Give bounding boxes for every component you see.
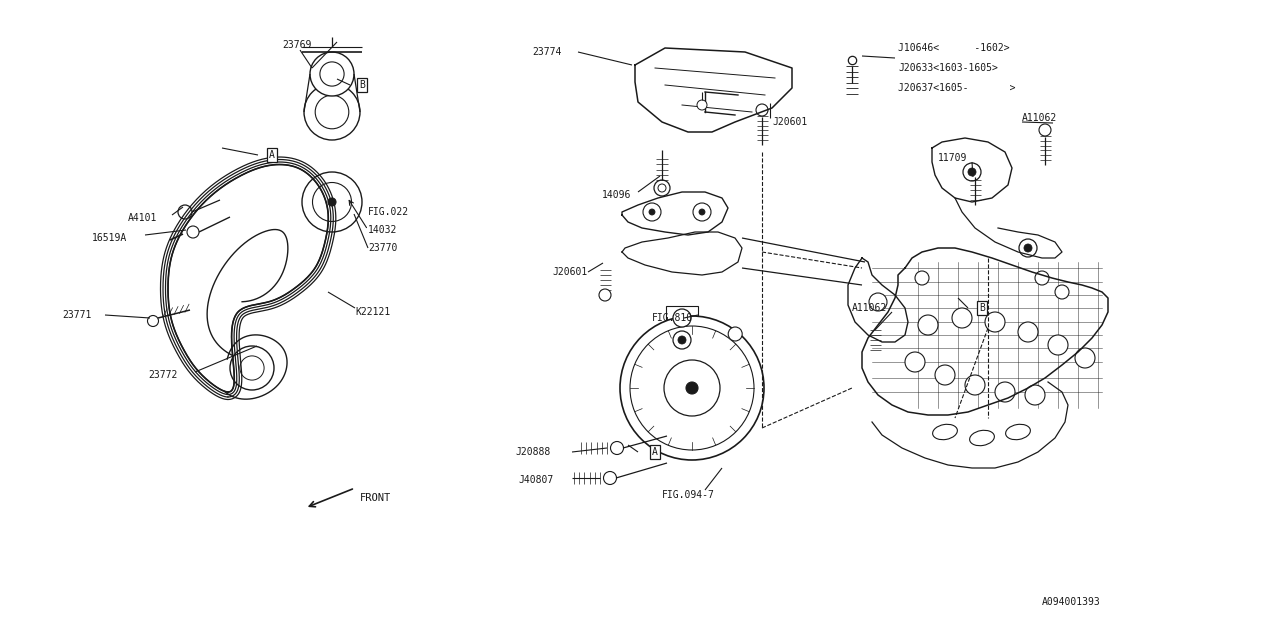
Text: A: A <box>652 447 658 457</box>
Circle shape <box>965 375 986 395</box>
Circle shape <box>1075 348 1094 368</box>
Circle shape <box>728 327 742 341</box>
Text: 23771: 23771 <box>61 310 91 320</box>
Circle shape <box>178 205 192 219</box>
Circle shape <box>328 198 337 206</box>
Text: FIG.094-7: FIG.094-7 <box>662 490 714 500</box>
Text: J20888: J20888 <box>515 447 550 457</box>
Circle shape <box>620 316 764 460</box>
Circle shape <box>1018 322 1038 342</box>
Circle shape <box>1039 124 1051 136</box>
Text: FIG.022: FIG.022 <box>369 207 410 217</box>
Circle shape <box>315 95 349 129</box>
Circle shape <box>1024 244 1032 252</box>
Text: K22121: K22121 <box>355 307 390 317</box>
Text: J20601: J20601 <box>772 117 808 127</box>
Circle shape <box>673 309 691 327</box>
Circle shape <box>692 203 710 221</box>
Circle shape <box>312 182 352 221</box>
Text: B: B <box>360 80 365 90</box>
Circle shape <box>952 308 972 328</box>
Circle shape <box>1019 239 1037 257</box>
Circle shape <box>918 315 938 335</box>
Circle shape <box>305 84 360 140</box>
Circle shape <box>147 316 159 326</box>
Circle shape <box>686 382 698 394</box>
Text: J20633<1603-1605>: J20633<1603-1605> <box>899 63 998 73</box>
Circle shape <box>986 312 1005 332</box>
Text: J20637<1605-       >: J20637<1605- > <box>899 83 1015 93</box>
Circle shape <box>654 180 669 196</box>
Text: 23770: 23770 <box>369 243 397 253</box>
Text: 16519A: 16519A <box>92 233 127 243</box>
Circle shape <box>756 104 768 116</box>
Circle shape <box>611 442 623 454</box>
Circle shape <box>664 360 721 416</box>
Circle shape <box>934 365 955 385</box>
Circle shape <box>915 271 929 285</box>
Circle shape <box>1048 335 1068 355</box>
Text: 23772: 23772 <box>148 370 178 380</box>
Circle shape <box>1055 285 1069 299</box>
Circle shape <box>968 168 977 176</box>
Circle shape <box>869 293 887 311</box>
Text: A: A <box>269 150 275 160</box>
Circle shape <box>678 336 686 344</box>
Text: A094001393: A094001393 <box>1042 597 1101 607</box>
Text: FIG.810: FIG.810 <box>652 313 694 323</box>
Text: J40807: J40807 <box>518 475 553 485</box>
Circle shape <box>699 209 705 215</box>
Text: J20601: J20601 <box>552 267 588 277</box>
Circle shape <box>320 62 344 86</box>
Circle shape <box>963 163 980 181</box>
Circle shape <box>698 100 707 110</box>
Circle shape <box>905 352 925 372</box>
Text: A11062: A11062 <box>852 303 887 313</box>
Circle shape <box>1025 385 1044 405</box>
Circle shape <box>187 226 198 238</box>
Circle shape <box>603 472 617 484</box>
Text: 11709: 11709 <box>938 153 968 163</box>
Text: B: B <box>979 303 984 313</box>
Circle shape <box>630 326 754 450</box>
Circle shape <box>673 331 691 349</box>
Circle shape <box>599 289 611 301</box>
Text: 23774: 23774 <box>532 47 562 57</box>
Text: A4101: A4101 <box>128 213 157 223</box>
Circle shape <box>643 203 660 221</box>
Circle shape <box>649 209 655 215</box>
Circle shape <box>239 356 264 380</box>
Text: J10646<      -1602>: J10646< -1602> <box>899 43 1010 53</box>
Circle shape <box>310 52 355 96</box>
Circle shape <box>230 346 274 390</box>
Text: 14096: 14096 <box>602 190 631 200</box>
Text: FRONT: FRONT <box>360 493 392 503</box>
Circle shape <box>658 184 666 192</box>
Circle shape <box>995 382 1015 402</box>
Text: 23769: 23769 <box>282 40 311 50</box>
Text: 14032: 14032 <box>369 225 397 235</box>
Circle shape <box>1036 271 1050 285</box>
Circle shape <box>302 172 362 232</box>
Text: A11062: A11062 <box>1021 113 1057 123</box>
